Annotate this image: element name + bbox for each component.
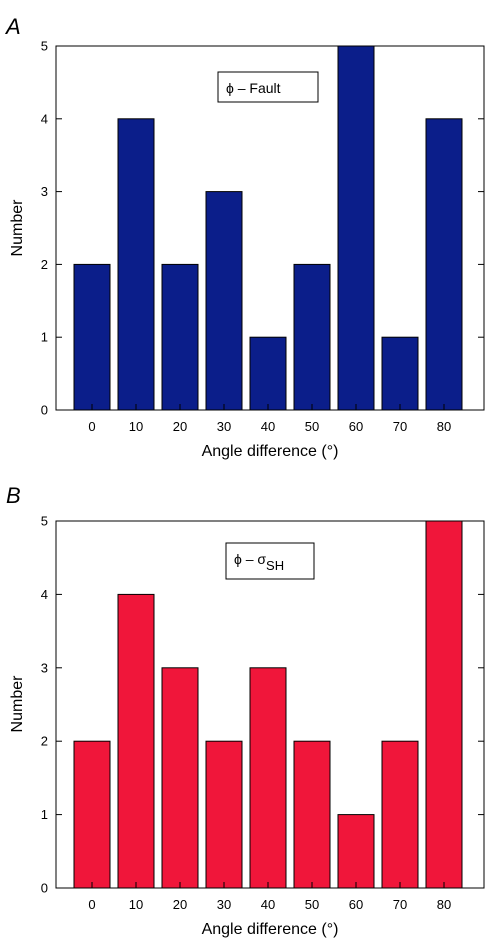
panel-b-x-axis-title: Angle difference (°) [202,921,339,938]
panel-b-y-tick-label: 3 [41,660,48,675]
panel-a-y-axis-title: Number [9,199,26,257]
panel-a-x-tick-label: 70 [393,419,407,434]
panel-b-y-tick-label: 5 [41,514,48,529]
panel-a-legend: ϕ – Fault [217,71,319,103]
panel-b-label: B [6,483,21,508]
panel-b-x-tick-label: 80 [437,897,451,912]
panel-a-x-tick-label: 0 [88,419,95,434]
panel-a-x-tick-label: 60 [349,419,363,434]
panel-b-x-tick-label: 10 [129,897,143,912]
panel-b-legend-text: ϕ – σSH [234,551,284,573]
panel-b-bar-20 [161,667,199,889]
panel-a-bar-70 [381,336,419,411]
panel-b: B 0 1 2 3 4 5 0 10 20 30 40 50 60 70 80 ϕ – σSH Angle… [6,483,485,938]
panel-a-legend-box [217,71,319,103]
panel-a-x-tick-label: 30 [217,419,231,434]
panel-a-bar-20 [161,263,199,411]
panel-b-x-tick-label: 30 [217,897,231,912]
panel-b-bar-40 [249,667,287,889]
panel-a-legend-symbol: ϕ – [226,80,249,96]
panel-b-bar-10 [117,593,155,889]
panel-b-x-tick-label: 0 [88,897,95,912]
panel-a-y-tick-label: 0 [41,403,48,418]
panel-a-legend-main: Fault [249,80,280,96]
panel-a-label: A [4,14,21,39]
panel-b-x-tick-label: 40 [261,897,275,912]
panel-b-legend-symbol: ϕ – [234,551,257,567]
panel-a-y-tick-label: 1 [41,330,48,345]
panel-b-y-tick-label: 0 [41,881,48,896]
panel-a-y-ticks: 0 1 2 3 4 5 [41,39,484,418]
panel-b-x-tick-label: 20 [173,897,187,912]
panel-b-legend: ϕ – σSH [225,542,315,580]
panel-a-y-tick-label: 2 [41,257,48,272]
panel-a-bar-60 [337,45,375,411]
panel-b-bar-70 [381,740,419,889]
panel-a-x-tick-label: 50 [305,419,319,434]
panel-a-x-axis-title: Angle difference (°) [202,443,339,460]
panel-b-legend-box [225,542,315,580]
panel-a-bar-80 [425,118,463,411]
panel-a-x-tick-label: 80 [437,419,451,434]
panel-a-bar-50 [293,263,331,411]
panel-b-x-tick-label: 60 [349,897,363,912]
panel-a-bar-0 [73,263,111,411]
panel-b-y-tick-label: 4 [41,587,48,602]
panel-a-x-tick-label: 10 [129,419,143,434]
panel-b-legend-main: σ [257,551,266,567]
panel-b-x-tick-label: 50 [305,897,319,912]
panel-a-legend-text: ϕ – Fault [226,80,281,96]
panel-a-bar-30 [205,191,243,411]
panel-b-x-ticks: 0 10 20 30 40 50 60 70 80 [88,882,451,912]
panel-b-bar-0 [73,740,111,889]
panel-b-y-tick-label: 1 [41,807,48,822]
panel-a-x-ticks: 0 10 20 30 40 50 60 70 80 [88,404,451,434]
panel-b-bar-30 [205,740,243,889]
panel-b-y-ticks: 0 1 2 3 4 5 [41,514,484,896]
panel-a-x-tick-label: 40 [261,419,275,434]
panel-b-x-tick-label: 70 [393,897,407,912]
panel-a-y-tick-label: 5 [41,39,48,54]
panel-b-y-tick-label: 2 [41,734,48,749]
panel-b-y-axis-title: Number [9,675,26,733]
panel-a-y-tick-label: 3 [41,184,48,199]
panel-a-bar-40 [249,336,287,411]
panel-b-legend-subscript: SH [266,558,284,573]
panel-a-y-tick-label: 4 [41,111,48,126]
panel-b-bars [73,520,463,889]
panel-b-bar-50 [293,740,331,889]
panel-a: A 0 1 2 3 4 5 0 10 20 30 40 50 60 70 80 ϕ – Fault Ang… [4,14,485,460]
panel-a-bar-10 [117,118,155,411]
panel-b-bar-80 [425,520,463,889]
panel-b-bar-60 [337,814,375,889]
panel-a-x-tick-label: 20 [173,419,187,434]
